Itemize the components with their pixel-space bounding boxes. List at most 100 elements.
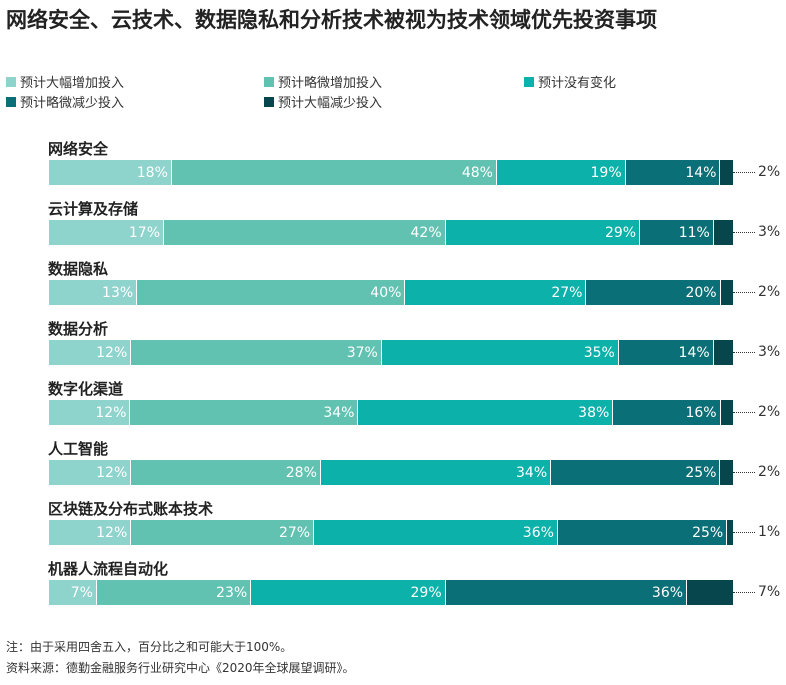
leader-line — [733, 172, 755, 173]
segment-divider — [719, 160, 721, 185]
data-label: 23% — [216, 584, 248, 601]
bar-row: 7% 23% 29% 36% — [49, 580, 733, 605]
segment-divider — [550, 460, 552, 485]
bar-row: 13% 40% 27% 20% — [49, 280, 733, 305]
segment-divider — [719, 460, 721, 485]
stacked-bar-chart: 网络安全 18% 48% 19% 14% 2% 云计算及存储 17% 42% 29% 11% 3% 数据… — [0, 130, 786, 620]
bar-segment: 36% — [444, 580, 687, 605]
bar-row: 18% 48% 19% 14% — [49, 160, 733, 185]
segment-divider — [444, 580, 446, 605]
chart-title: 网络安全、云技术、数据隐私和分析技术被视为技术领域优先投资事项 — [6, 8, 657, 32]
category-label: 人工智能 — [48, 440, 109, 458]
legend-item: 预计没有变化 — [524, 72, 616, 91]
bar-row: 12% 34% 38% 16% — [49, 400, 733, 425]
bar-segment: 12% — [49, 400, 130, 425]
segment-divider — [444, 220, 446, 245]
data-label-outside: 1% — [758, 524, 781, 540]
bar-segment: 48% — [170, 160, 496, 185]
data-label: 36% — [522, 524, 554, 541]
data-label: 35% — [583, 344, 615, 361]
category-label: 机器人流程自动化 — [48, 560, 169, 578]
segment-divider — [639, 220, 641, 245]
legend-label: 预计大幅增加投入 — [20, 76, 125, 91]
leader-line — [733, 352, 755, 353]
bar-segment: 38% — [357, 400, 613, 425]
segment-divider — [612, 400, 614, 425]
bar-segment: 42% — [163, 220, 445, 245]
segment-divider — [357, 400, 359, 425]
segment-divider — [95, 580, 97, 605]
category-label: 数字化渠道 — [48, 380, 124, 398]
data-label: 37% — [346, 344, 378, 361]
data-label: 19% — [590, 164, 622, 181]
data-label: 20% — [685, 284, 717, 301]
segment-divider — [380, 340, 382, 365]
legend-item: 预计略微减少投入 — [6, 92, 124, 111]
data-label: 48% — [461, 164, 493, 181]
bar-segment — [712, 340, 733, 365]
segment-divider — [404, 280, 406, 305]
bar-segment: 34% — [129, 400, 358, 425]
segment-divider — [250, 580, 252, 605]
data-label: 34% — [323, 404, 355, 421]
bar-segment: 28% — [130, 460, 320, 485]
bar-segment: 29% — [444, 220, 640, 245]
bar-segment: 17% — [49, 220, 163, 245]
data-label: 17% — [128, 224, 160, 241]
bar-segment: 36% — [313, 520, 557, 545]
bar-segment: 37% — [130, 340, 381, 365]
data-label: 28% — [285, 464, 317, 481]
bar-segment: 12% — [49, 520, 131, 545]
data-label: 12% — [96, 344, 128, 361]
data-label: 12% — [95, 404, 127, 421]
segment-divider — [719, 280, 721, 305]
bar-segment: 25% — [556, 520, 727, 545]
bar-segment: 20% — [585, 280, 720, 305]
data-label: 14% — [678, 344, 710, 361]
category-label: 数据分析 — [48, 320, 109, 338]
segment-divider — [130, 520, 132, 545]
segment-divider — [129, 400, 131, 425]
segment-divider — [163, 220, 164, 245]
bar-row: 17% 42% 29% 11% — [49, 220, 733, 245]
legend-label: 预计没有变化 — [538, 76, 617, 91]
footnote: 注：由于采用四舍五入，百分比之和可能大于100%。 — [6, 640, 293, 654]
segment-divider — [712, 220, 714, 245]
data-label: 29% — [604, 224, 637, 241]
legend-item: 预计大幅减少投入 — [264, 92, 382, 111]
bar-segment: 18% — [49, 160, 171, 185]
data-label-outside: 3% — [758, 344, 781, 360]
data-label-outside: 2% — [758, 284, 781, 300]
bar-segment: 12% — [49, 340, 131, 365]
bar-segment: 27% — [130, 520, 314, 545]
category-label: 区块链及分布式账本技术 — [48, 500, 214, 518]
data-label: 14% — [685, 164, 717, 181]
segment-divider — [585, 280, 587, 305]
data-label: 12% — [96, 464, 128, 481]
segment-divider — [170, 160, 172, 185]
data-label-outside: 2% — [758, 464, 781, 480]
legend-swatch — [264, 76, 274, 87]
bar-segment: 23% — [95, 580, 251, 605]
bar-segment: 11% — [639, 220, 713, 245]
data-label: 38% — [578, 404, 610, 421]
bar-segment: 16% — [612, 400, 720, 425]
bar-segment — [719, 160, 733, 185]
bar-segment — [719, 280, 733, 305]
data-label: 7% — [70, 584, 93, 601]
data-label: 25% — [692, 524, 724, 541]
data-label: 36% — [651, 584, 684, 601]
legend-swatch — [6, 76, 16, 87]
data-label: 16% — [685, 404, 717, 421]
segment-divider — [130, 460, 132, 485]
bar-segment: 40% — [136, 280, 405, 305]
category-label: 云计算及存储 — [48, 200, 139, 218]
data-label-outside: 2% — [758, 404, 781, 420]
bar-segment: 29% — [250, 580, 445, 605]
data-label: 25% — [685, 464, 717, 481]
legend-label: 预计略微增加投入 — [278, 76, 383, 91]
legend-label: 预计略微减少投入 — [20, 96, 125, 111]
bar-row: 12% 28% 34% 25% — [49, 460, 733, 485]
leader-line — [733, 232, 755, 233]
data-label: 40% — [370, 284, 402, 301]
